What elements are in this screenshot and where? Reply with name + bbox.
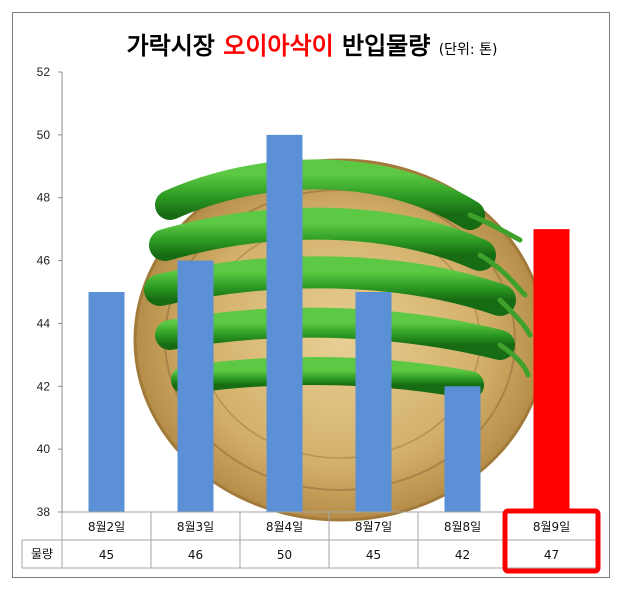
value-label: 50: [277, 548, 292, 562]
y-tick-label: 40: [37, 442, 51, 456]
y-tick-label: 42: [37, 379, 51, 393]
value-label: 45: [366, 548, 381, 562]
y-tick-label: 44: [37, 316, 51, 330]
category-label: 8월9일: [533, 520, 570, 534]
y-tick-label: 38: [37, 505, 51, 519]
title-part2: 반입물량: [333, 32, 431, 60]
category-label: 8월2일: [88, 520, 125, 534]
title-highlight: 오이아삭이: [223, 32, 334, 60]
bar: [177, 260, 214, 512]
table-row-label: 물량: [31, 547, 53, 561]
y-tick-label: 46: [37, 254, 51, 268]
bar: [533, 229, 570, 512]
value-label: 47: [544, 548, 559, 562]
category-label: 8월3일: [177, 520, 214, 534]
bar: [444, 386, 481, 512]
title-unit: (단위: 톤): [438, 42, 498, 58]
value-label: 45: [99, 548, 114, 562]
highlight-box: [502, 508, 601, 574]
bar: [266, 134, 303, 512]
y-tick-label: 50: [37, 128, 51, 142]
value-label: 42: [455, 548, 470, 562]
y-tick-label: 52: [37, 65, 51, 79]
chart-title: 가락시장 오이아삭이 반입물량 (단위: 톤): [0, 26, 624, 61]
category-label: 8월4일: [266, 520, 303, 534]
value-label: 46: [188, 548, 203, 562]
category-label: 8월7일: [355, 520, 392, 534]
bar: [355, 292, 392, 512]
title-part1: 가락시장: [126, 32, 224, 60]
bar: [88, 292, 125, 512]
y-tick-label: 48: [37, 191, 51, 205]
category-label: 8월8일: [444, 520, 481, 534]
